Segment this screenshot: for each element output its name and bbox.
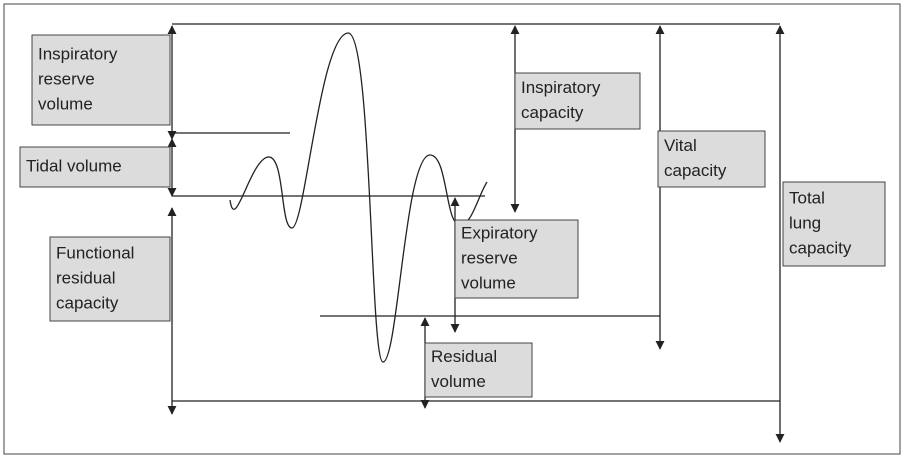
label-text: Residual [431, 347, 497, 366]
label-box [424, 342, 533, 398]
label-text: volume [431, 372, 486, 391]
label-text: Total [789, 188, 825, 207]
label-box [657, 130, 766, 188]
labels: Inspiratory reserve volume Tidal volume Func… [19, 34, 886, 398]
label-text: volume [38, 94, 93, 113]
label-box [31, 34, 171, 126]
label-text: capacity [664, 161, 727, 180]
label-text: capacity [56, 293, 119, 312]
label-text: reserve [461, 248, 518, 267]
label-text: Expiratory [461, 223, 538, 242]
frame [3, 3, 901, 455]
label-box [454, 219, 579, 299]
level-lines [172, 23, 780, 402]
label-box [19, 146, 171, 188]
label-box [49, 236, 171, 322]
label-text: Tidal volume [26, 156, 122, 175]
label-text: capacity [789, 238, 852, 257]
label-text: residual [56, 268, 116, 287]
breathing-trace [229, 32, 488, 363]
label-box [782, 181, 886, 267]
label-box [514, 72, 641, 130]
label-text: lung [789, 213, 821, 232]
label-text: capacity [521, 103, 584, 122]
label-text: Functional [56, 243, 134, 262]
label-text: volume [461, 273, 516, 292]
label-text: Inspiratory [38, 44, 118, 63]
label-text: Inspiratory [521, 78, 601, 97]
label-text: Vital [664, 136, 697, 155]
label-text: reserve [38, 69, 95, 88]
